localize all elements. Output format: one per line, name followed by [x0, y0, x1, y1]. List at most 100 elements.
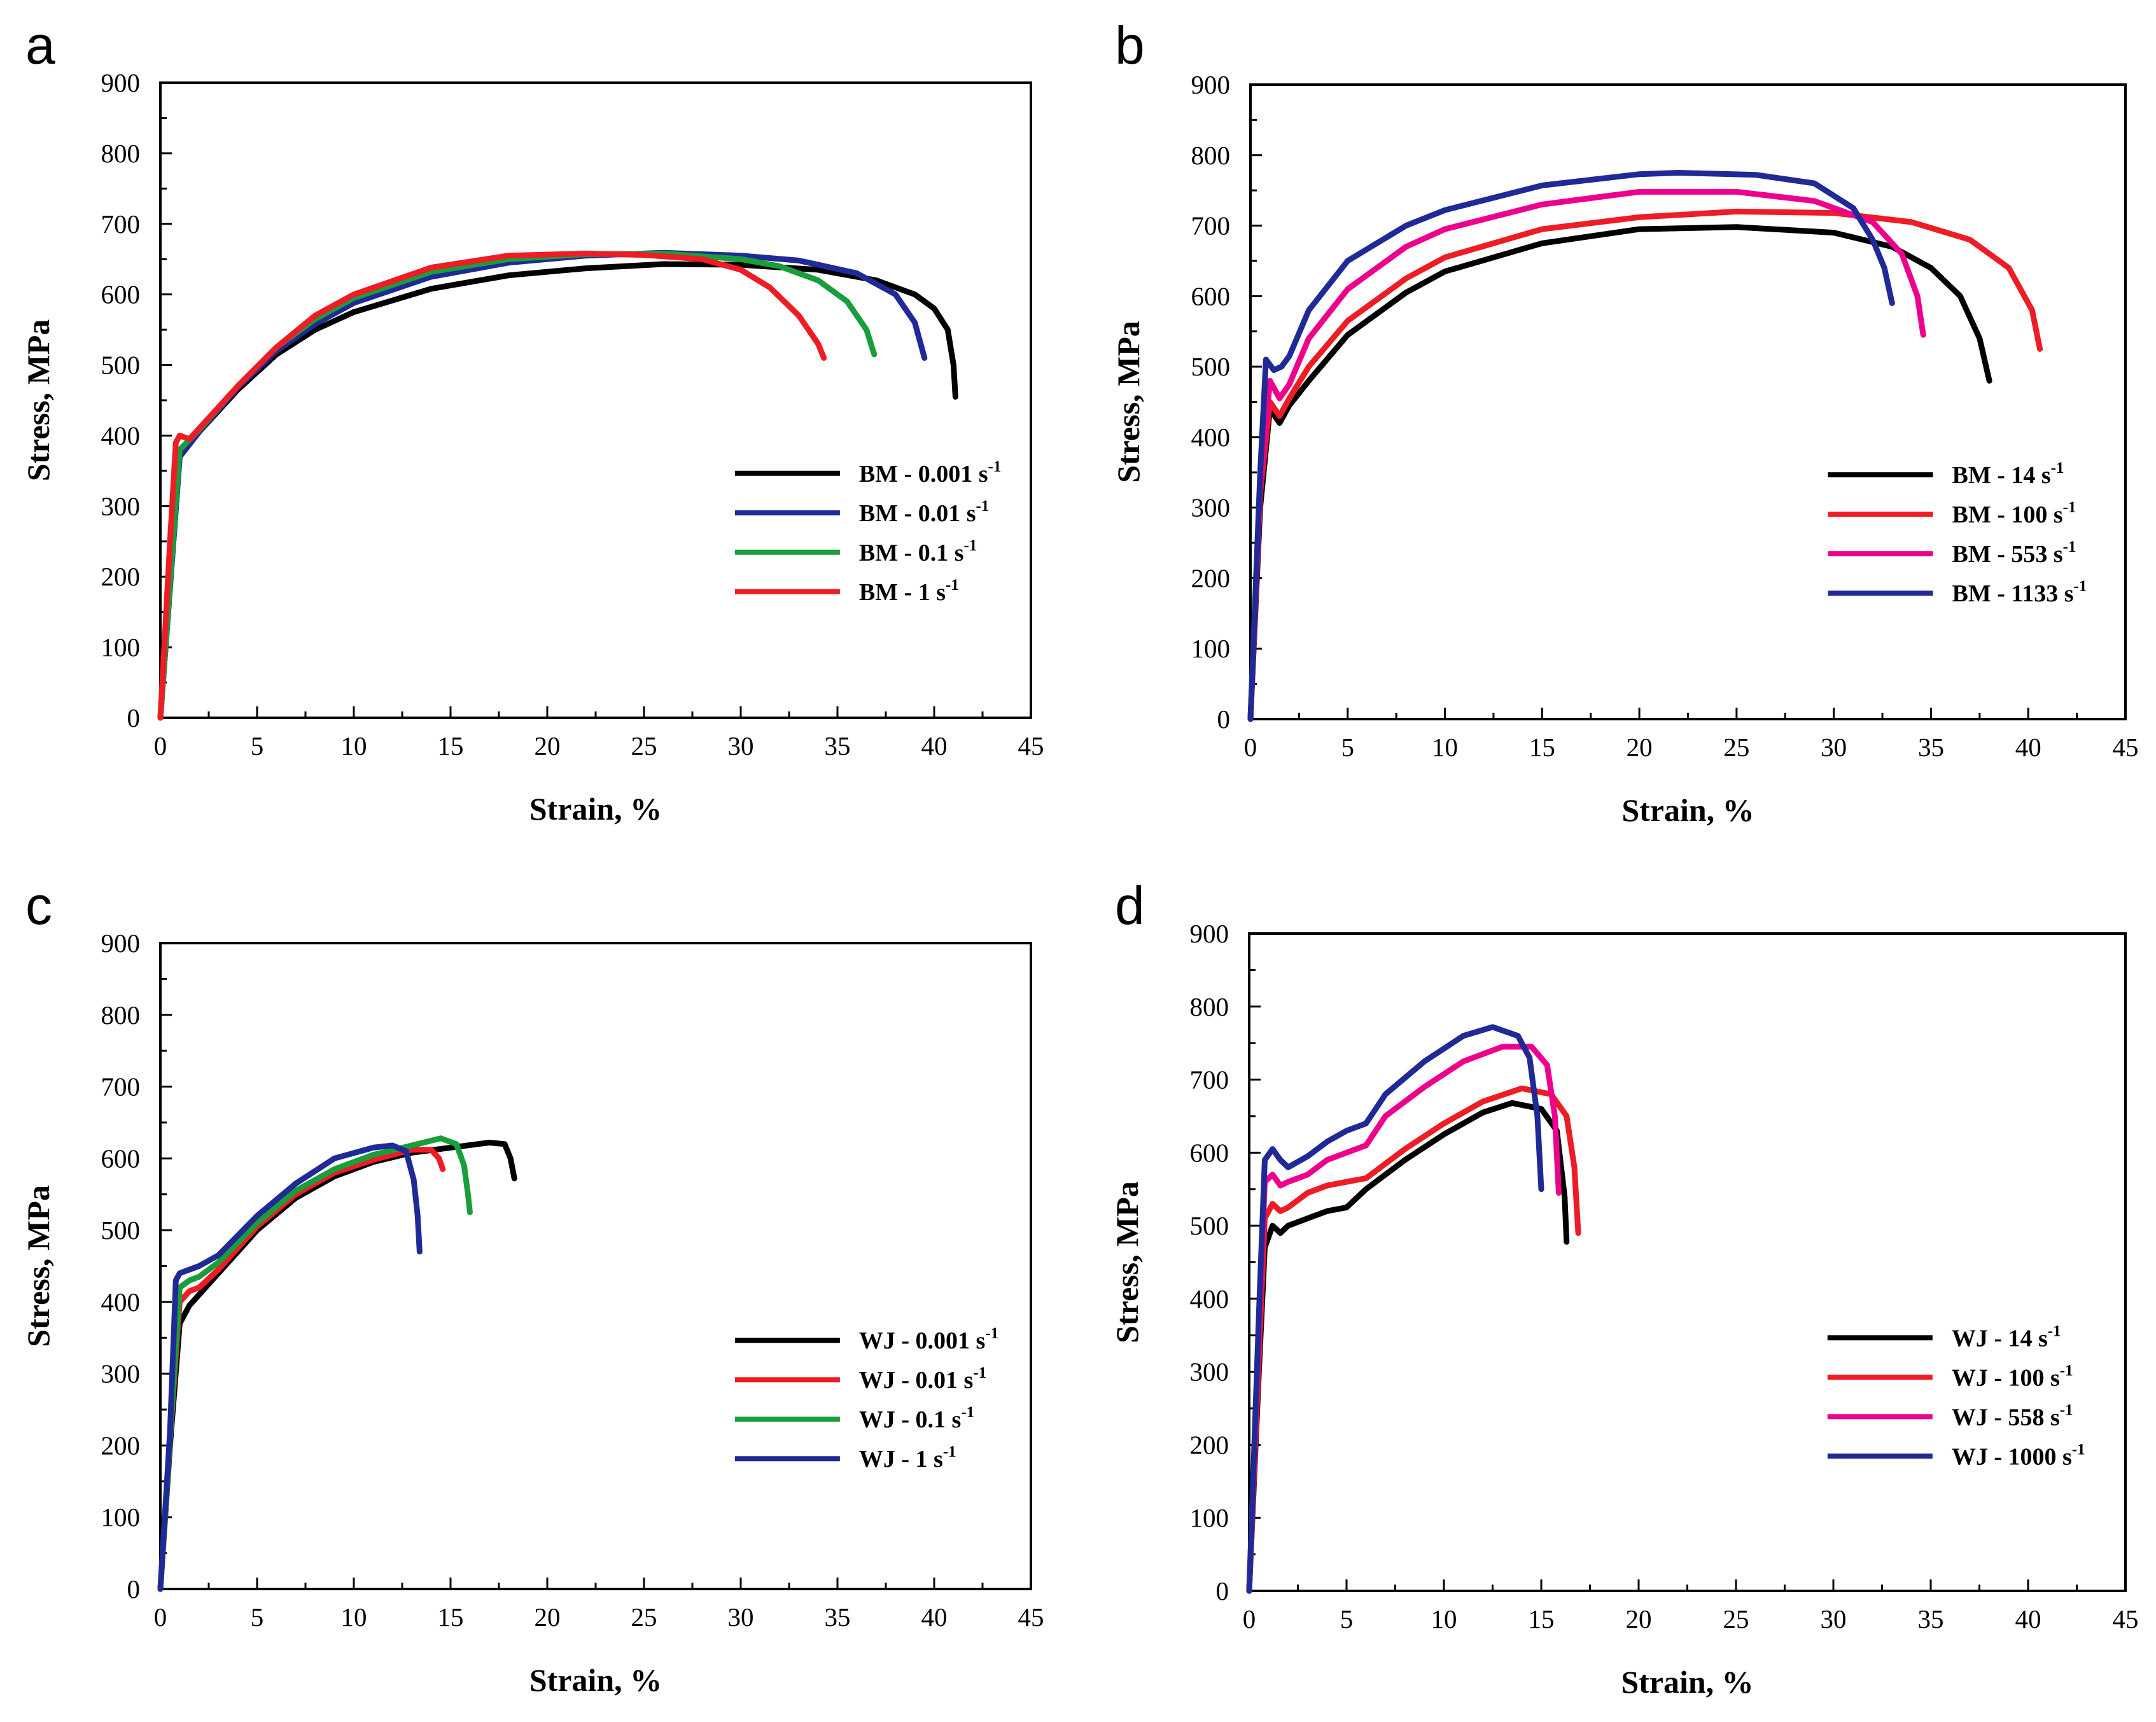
- y-tick-label: 400: [1191, 423, 1231, 452]
- x-tick-label: 0: [154, 1602, 167, 1632]
- y-tick-label: 800: [101, 1000, 141, 1030]
- x-tick-label: 15: [1529, 1604, 1555, 1634]
- y-axis-title: Stress, MPa: [1110, 321, 1146, 483]
- y-tick-label: 400: [101, 1287, 141, 1317]
- legend-label: WJ - 0.01 s-1: [859, 1364, 986, 1394]
- y-tick-label: 800: [101, 139, 141, 168]
- x-tick-label: 20: [1627, 732, 1653, 762]
- x-tick-label: 0: [154, 731, 167, 760]
- chart-panel-c: c 0 5 10 15 20 25 30 35 40 45 0 100 200 300 400 500 600 70…: [20, 876, 1044, 1698]
- x-tick-label: 40: [921, 1602, 948, 1632]
- series-line: [157, 1147, 446, 1592]
- x-tick-label: 10: [341, 1602, 367, 1632]
- y-tick-label: 0: [1216, 1576, 1229, 1606]
- x-tick-label: 20: [535, 1602, 561, 1632]
- x-axis-title: Strain, %: [529, 1662, 662, 1698]
- x-tick-label: 40: [2015, 732, 2041, 762]
- series-line: [1247, 224, 1992, 722]
- x-tick-label: 45: [1018, 731, 1044, 760]
- x-tick-label: 0: [1244, 732, 1257, 762]
- legend-label: WJ - 1 s-1: [859, 1443, 956, 1473]
- y-tick-label: 200: [1191, 563, 1231, 592]
- y-tick-label: 300: [101, 491, 141, 521]
- series-line: [1246, 1044, 1562, 1594]
- x-tick-label: 20: [1626, 1604, 1652, 1634]
- x-tick-label: 30: [1821, 732, 1847, 762]
- x-tick-label: 25: [631, 1602, 657, 1632]
- y-tick-label: 200: [101, 1431, 141, 1460]
- y-tick-label: 900: [1190, 919, 1229, 948]
- x-tick-label: 25: [631, 731, 657, 760]
- y-tick-label: 500: [1191, 352, 1231, 381]
- chart-panel-d: d 0 5 10 15 20 25 30 35 40 45 0 100 200 300 400 500 600 70…: [1109, 876, 2139, 1700]
- series-line: [1246, 1100, 1570, 1594]
- x-tick-label: 15: [438, 1602, 464, 1632]
- x-axis-title: Strain, %: [1621, 1664, 1753, 1700]
- y-tick-label: 900: [101, 68, 141, 97]
- y-tick-label: 100: [1191, 634, 1231, 663]
- series-line: [1246, 1024, 1544, 1594]
- x-tick-label: 10: [1432, 732, 1458, 762]
- series-line: [157, 261, 958, 721]
- y-tick-label: 600: [1191, 281, 1231, 311]
- y-tick-label: 700: [1190, 1065, 1229, 1095]
- x-axis-title: Strain, %: [529, 791, 662, 827]
- x-axis-title: Strain, %: [1621, 792, 1754, 828]
- series-line: [157, 250, 878, 721]
- y-tick-label: 700: [101, 209, 141, 239]
- y-tick-label: 600: [101, 1144, 141, 1173]
- y-tick-label: 200: [1190, 1430, 1229, 1459]
- x-tick-label: 5: [1341, 732, 1355, 762]
- y-tick-label: 800: [1190, 992, 1229, 1021]
- legend-label: BM - 0.01 s-1: [859, 498, 989, 527]
- y-tick-label: 700: [101, 1072, 141, 1102]
- legend-label: WJ - 100 s-1: [1952, 1362, 2073, 1391]
- y-tick-label: 300: [101, 1359, 141, 1389]
- x-tick-label: 30: [1821, 1604, 1847, 1634]
- legend-label: BM - 1 s-1: [859, 577, 959, 606]
- y-tick-label: 900: [1191, 70, 1231, 99]
- legend-label: WJ - 0.1 s-1: [859, 1404, 974, 1433]
- x-tick-label: 45: [1018, 1602, 1044, 1632]
- legend-label: WJ - 14 s-1: [1952, 1322, 2061, 1352]
- x-tick-label: 15: [438, 731, 464, 760]
- series-line: [157, 1142, 423, 1592]
- y-axis-title: Stress, MPa: [1109, 1181, 1145, 1343]
- chart-panel-b: b 0 5 10 15 20 25 30 35 40 45 0 100 200 300 400 500 600 70…: [1110, 15, 2139, 828]
- x-tick-label: 40: [921, 731, 948, 760]
- x-tick-label: 15: [1529, 732, 1555, 762]
- plot-frame: [1249, 83, 2127, 720]
- x-tick-label: 45: [2113, 732, 2139, 762]
- x-tick-label: 10: [1431, 1604, 1457, 1634]
- x-tick-label: 5: [1340, 1604, 1354, 1634]
- series-line: [1247, 188, 1926, 722]
- panel-letter: b: [1115, 15, 1145, 75]
- x-tick-label: 45: [2113, 1604, 2139, 1634]
- y-tick-label: 100: [101, 1502, 141, 1532]
- panel-letter: c: [25, 876, 52, 935]
- y-axis-title: Stress, MPa: [20, 1185, 56, 1347]
- x-tick-label: 30: [728, 1602, 754, 1632]
- legend-label: BM - 0.001 s-1: [859, 458, 1001, 487]
- y-tick-label: 100: [1190, 1503, 1229, 1532]
- panel-letter: d: [1115, 876, 1145, 935]
- y-tick-label: 100: [101, 633, 141, 662]
- x-tick-label: 40: [2015, 1604, 2041, 1634]
- y-axis-title: Stress, MPa: [20, 319, 56, 482]
- y-tick-label: 0: [1217, 704, 1231, 734]
- x-tick-label: 25: [1723, 732, 1749, 762]
- x-tick-label: 5: [251, 731, 264, 760]
- y-tick-label: 900: [101, 928, 141, 958]
- legend-label: BM - 14 s-1: [1952, 459, 2064, 489]
- y-tick-label: 0: [127, 703, 141, 732]
- plot-frame: [1248, 932, 2127, 1592]
- series-line: [1247, 208, 2043, 722]
- x-tick-label: 5: [251, 1602, 264, 1632]
- series-line: [157, 249, 928, 721]
- legend-label: BM - 0.1 s-1: [859, 537, 977, 566]
- plot-frame: [159, 81, 1032, 719]
- legend-label: BM - 100 s-1: [1952, 499, 2076, 528]
- x-tick-label: 35: [825, 1602, 851, 1632]
- series-line: [157, 1140, 517, 1592]
